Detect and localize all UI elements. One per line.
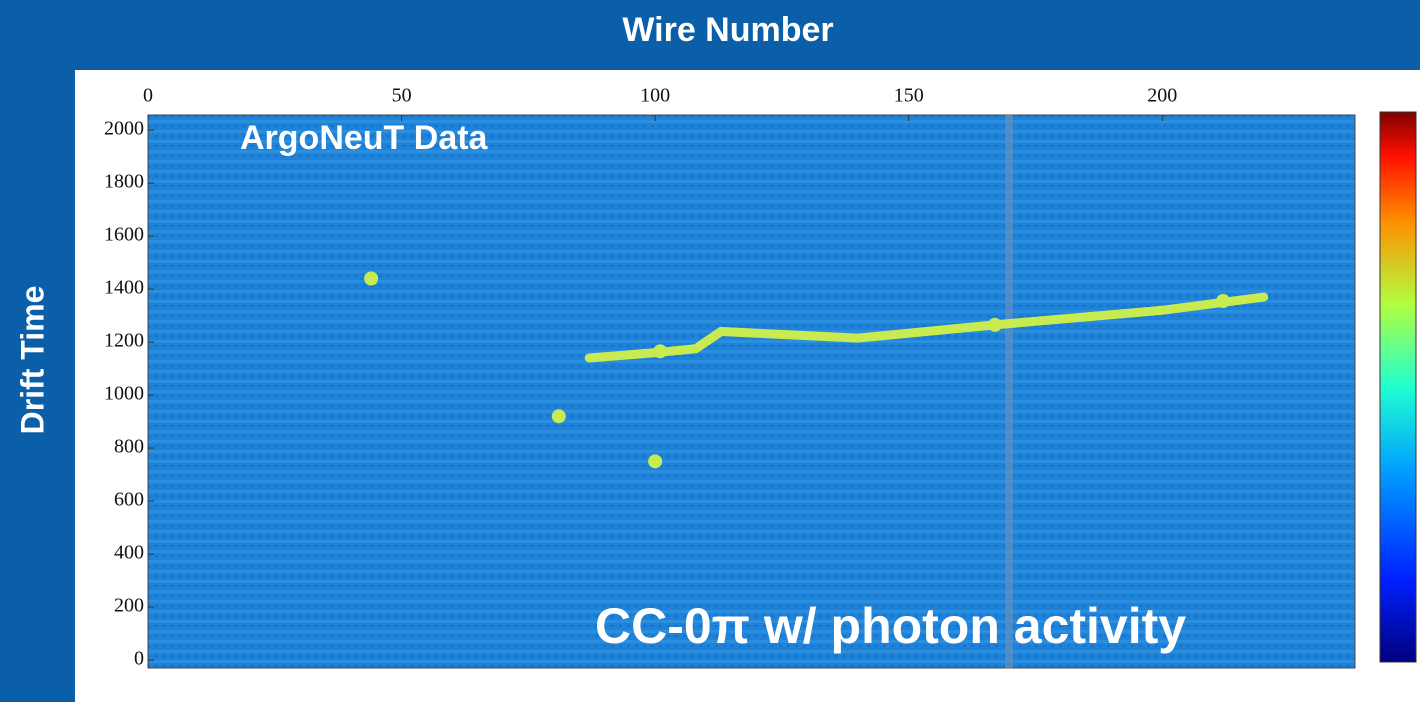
y-tick-label: 1800 (104, 171, 144, 193)
hit (653, 344, 668, 359)
annotation: CC-0π w/ photon activity (595, 598, 1186, 654)
x-tick-label: 100 (640, 85, 670, 107)
annotation: ArgoNeuT Data (240, 119, 489, 157)
x-tick-label: 150 (894, 85, 924, 107)
y-tick-label: 2000 (104, 118, 144, 140)
y-tick-label: 200 (114, 595, 144, 617)
dead-wire (1005, 115, 1013, 668)
x-tick-label: 200 (1147, 85, 1177, 107)
y-tick-label: 1600 (104, 224, 144, 246)
x-tick-label: 50 (392, 85, 412, 107)
y-tick-label: 1400 (104, 277, 144, 299)
hit (364, 271, 379, 286)
y-tick-label: 800 (114, 436, 144, 458)
plot-area (147, 114, 1356, 669)
chart-title: Wire Number (622, 11, 833, 49)
hit (1216, 294, 1231, 309)
color-bar (1379, 111, 1417, 663)
y-tick-label: 400 (114, 542, 144, 564)
y-tick-label: 0 (134, 648, 144, 670)
y-tick-label: 1000 (104, 383, 144, 405)
hit (987, 317, 1002, 332)
x-tick-label: 0 (143, 85, 153, 107)
hit (551, 409, 566, 424)
hit (648, 454, 663, 469)
y-tick-label: 1200 (104, 330, 144, 352)
y-axis-label: Drift Time (14, 286, 50, 435)
y-tick-label: 600 (114, 489, 144, 511)
